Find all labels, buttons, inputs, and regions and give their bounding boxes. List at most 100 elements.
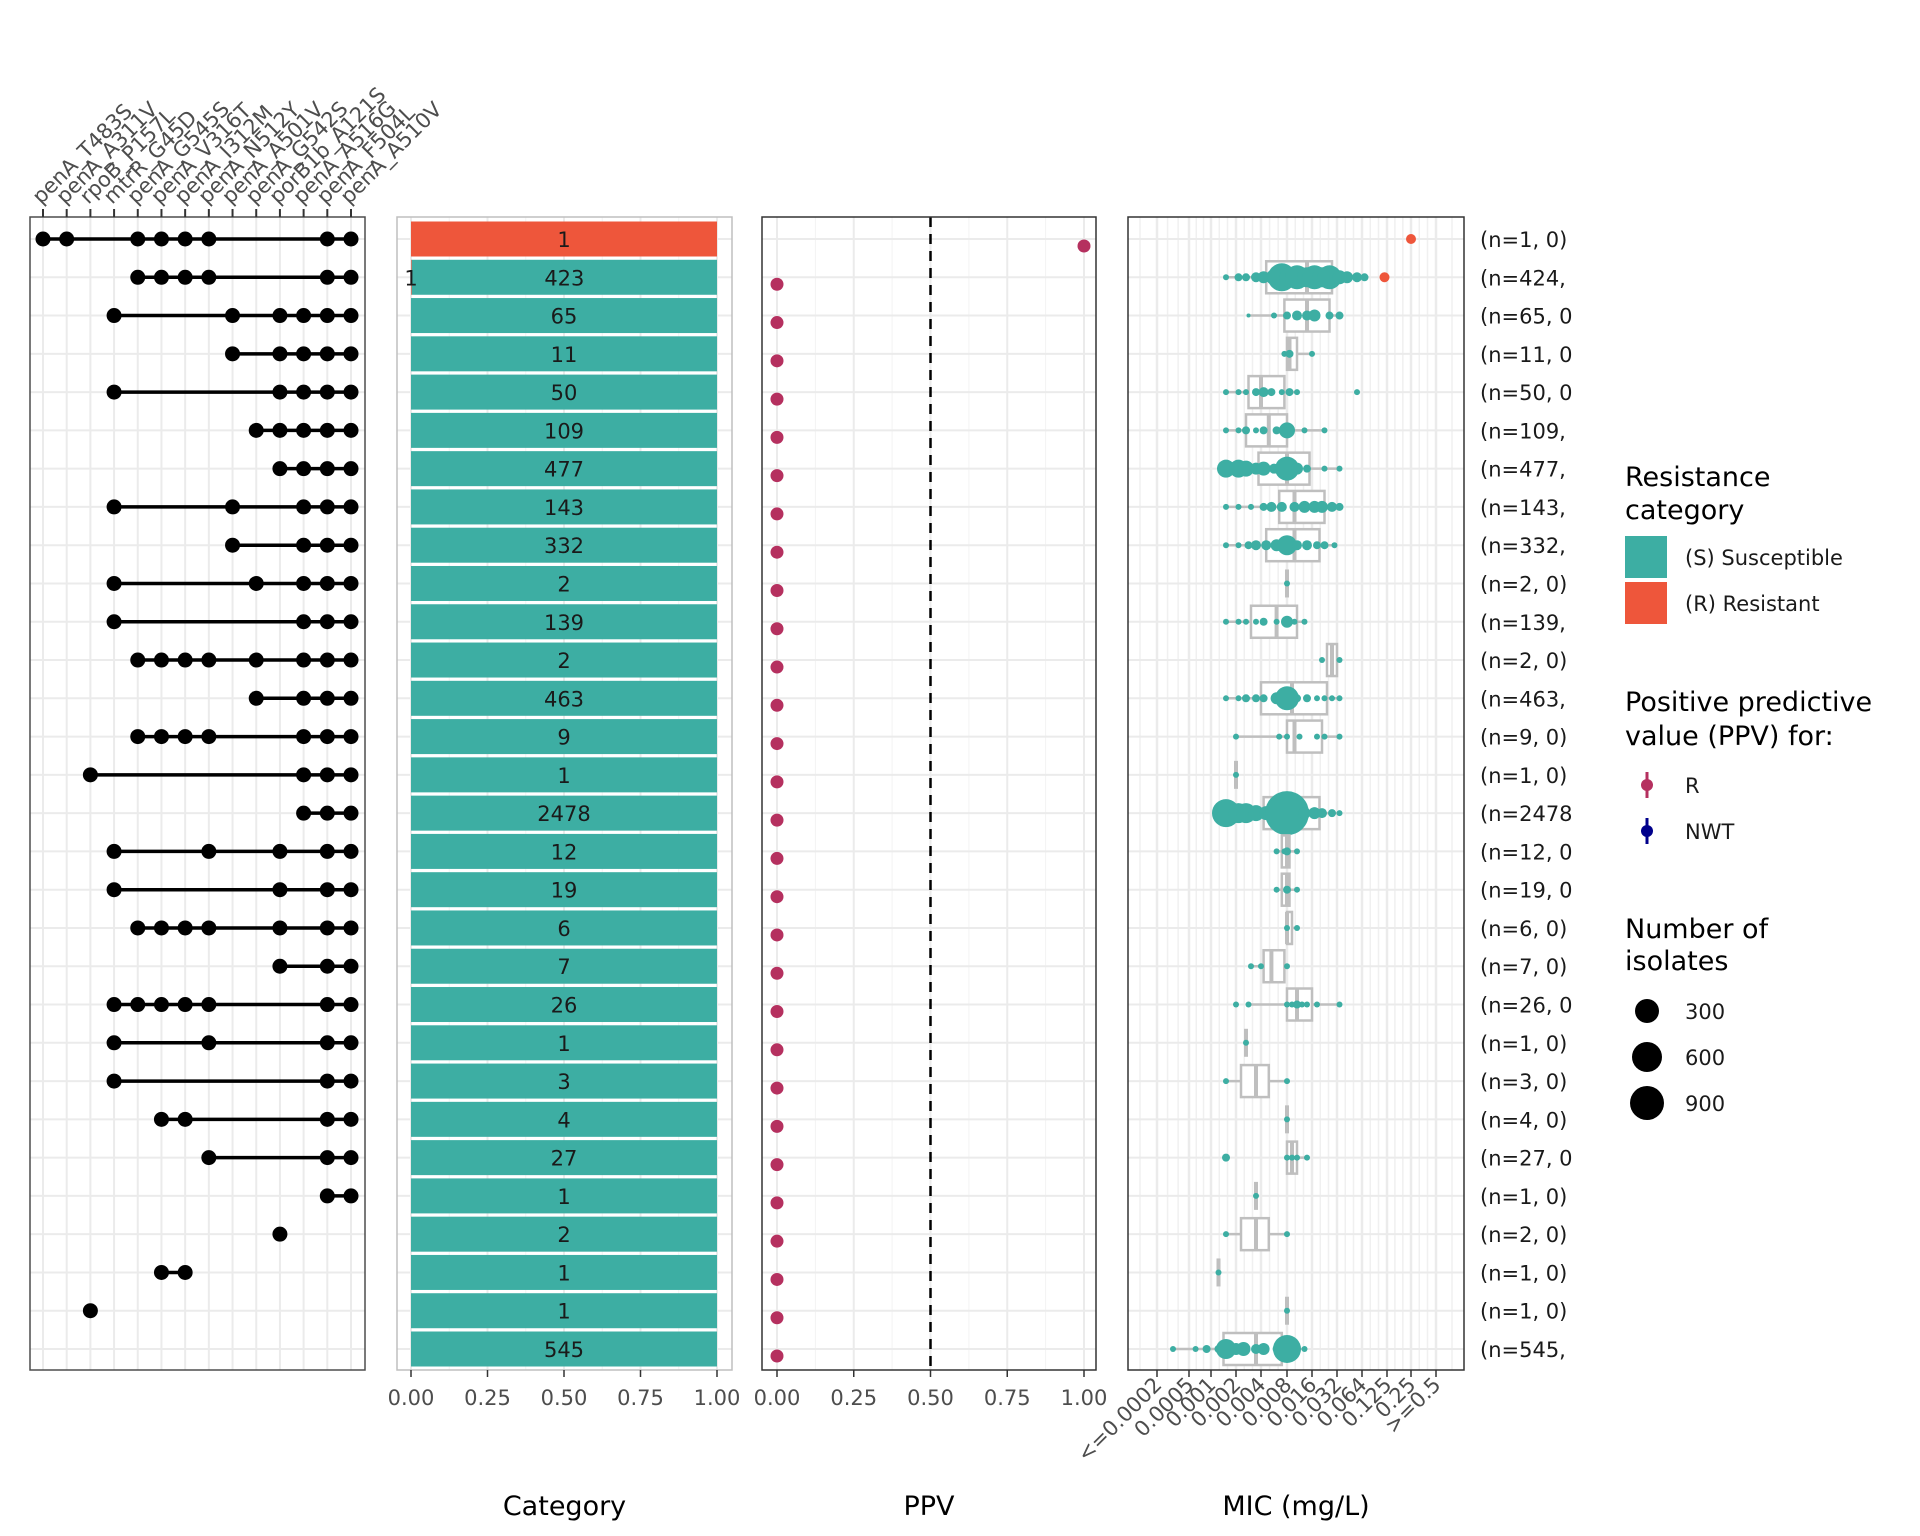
mutation-present-dot xyxy=(319,767,335,783)
bar-susceptible xyxy=(411,412,717,448)
bar-count: 463 xyxy=(544,687,584,711)
mic-point-susceptible xyxy=(1284,1307,1290,1314)
mutation-present-dot xyxy=(153,231,169,247)
mutation-present-dot xyxy=(153,920,169,936)
mic-point-susceptible xyxy=(1313,541,1321,550)
matrix-background xyxy=(30,217,365,1370)
mutation-present-dot xyxy=(272,461,288,477)
isolate-count-label: (n=9, 0) xyxy=(1480,726,1567,750)
bar-susceptible-count: 423 xyxy=(544,266,584,290)
mic-box xyxy=(1262,948,1286,984)
isolate-count-label: (n=11, 0 xyxy=(1480,343,1573,367)
bar-count: 477 xyxy=(544,458,584,482)
mutation-present-dot xyxy=(343,346,359,362)
mic-point-susceptible xyxy=(1301,618,1308,625)
mutation-present-dot xyxy=(201,843,217,859)
isolate-count-label: (n=109, xyxy=(1480,419,1566,443)
mutation-present-dot xyxy=(177,729,193,745)
mic-point-susceptible xyxy=(1317,808,1327,819)
mic-point-susceptible xyxy=(1276,501,1287,512)
mic-point-susceptible xyxy=(1248,963,1254,970)
mic-point-susceptible xyxy=(1291,462,1303,475)
mic-point-susceptible xyxy=(1251,540,1261,551)
mutation-present-dot xyxy=(343,843,359,859)
category-tick-label: 1.00 xyxy=(694,1386,741,1410)
mutation-present-dot xyxy=(106,384,122,400)
mutation-present-dot xyxy=(35,231,51,247)
mutation-present-dot xyxy=(153,1264,169,1280)
mic-point-susceptible xyxy=(1302,540,1312,551)
resistance-legend-title: Resistance xyxy=(1625,462,1771,493)
mic-point-susceptible xyxy=(1336,465,1343,472)
bar-resistant xyxy=(411,221,717,257)
mutation-present-dot xyxy=(201,1035,217,1051)
mic-point-susceptible xyxy=(1327,501,1337,512)
mic-point-susceptible xyxy=(1271,312,1277,319)
size-legend-title: isolates xyxy=(1625,946,1728,977)
mic-point-resistant xyxy=(1406,234,1416,244)
mic-point-susceptible xyxy=(1329,695,1335,702)
mic-point-susceptible xyxy=(1222,1153,1230,1162)
size-legend-title: Number of xyxy=(1625,914,1770,945)
mic-point-susceptible xyxy=(1341,271,1353,284)
ppv-point xyxy=(770,813,784,827)
isolate-count-label: (n=26, 0 xyxy=(1480,994,1573,1018)
mutation-present-dot xyxy=(201,729,217,745)
ppv-point xyxy=(770,1005,784,1019)
mic-point-susceptible xyxy=(1317,265,1342,290)
mutation-present-dot xyxy=(177,1111,193,1127)
mic-point-susceptible xyxy=(1291,618,1298,625)
mic-point-susceptible xyxy=(1256,461,1271,476)
bar-count: 143 xyxy=(544,496,584,520)
bar-susceptible xyxy=(411,1063,717,1099)
mic-point-susceptible xyxy=(1284,733,1290,740)
mutation-present-dot xyxy=(319,269,335,285)
mic-point-susceptible xyxy=(1223,618,1229,625)
mic-point-susceptible xyxy=(1294,389,1300,396)
mic-point-susceptible xyxy=(1294,1154,1300,1161)
mic-point-susceptible xyxy=(1309,350,1315,357)
bar-count: 545 xyxy=(544,1338,584,1362)
mic-point-susceptible xyxy=(1284,924,1290,931)
mutation-present-dot xyxy=(296,499,312,515)
mutation-present-dot xyxy=(343,729,359,745)
ppv-tick-label: 0.50 xyxy=(907,1386,954,1410)
mic-point-susceptible xyxy=(1245,1001,1252,1008)
ppv-point xyxy=(770,1043,784,1057)
mic-point-susceptible xyxy=(1294,924,1300,931)
mic-point-susceptible xyxy=(1284,1154,1290,1161)
bar-susceptible xyxy=(411,451,717,487)
ppv-legend-point xyxy=(1641,825,1653,837)
bar-count: 26 xyxy=(551,994,578,1018)
bar-count: 1 xyxy=(557,1261,570,1285)
mic-point-susceptible xyxy=(1242,694,1250,703)
mutation-present-dot xyxy=(319,805,335,821)
ppv-point xyxy=(770,698,784,712)
bar-susceptible xyxy=(411,757,717,793)
ppv-point xyxy=(770,660,784,674)
isolate-count-label: (n=332, xyxy=(1480,534,1566,558)
mic-point-susceptible xyxy=(1335,502,1344,511)
mutation-present-dot xyxy=(319,920,335,936)
mutation-present-dot xyxy=(153,652,169,668)
isolate-count-label: (n=1, 0) xyxy=(1480,1261,1567,1285)
mutation-present-dot xyxy=(319,537,335,553)
mic-point-susceptible xyxy=(1252,694,1260,703)
bar-susceptible xyxy=(411,948,717,984)
bar-susceptible xyxy=(411,1178,717,1214)
mutation-present-dot xyxy=(153,729,169,745)
mic-panel: (n=1, 0) (n=424, (n=65, 0 (n=11, 0 (n=50, 0 (… xyxy=(1073,216,1573,1522)
ppv-legend-label: R xyxy=(1685,774,1700,798)
mutation-present-dot xyxy=(201,920,217,936)
mutation-present-dot xyxy=(319,729,335,745)
mic-point-susceptible xyxy=(1285,349,1294,358)
mutation-present-dot xyxy=(130,231,146,247)
ppv-point xyxy=(770,316,784,330)
mic-point-susceptible xyxy=(1236,1342,1251,1356)
bar-count: 12 xyxy=(551,840,578,864)
mutation-present-dot xyxy=(296,614,312,630)
mutation-present-dot xyxy=(319,422,335,438)
mutation-present-dot xyxy=(201,269,217,285)
mic-point-susceptible xyxy=(1233,771,1239,778)
